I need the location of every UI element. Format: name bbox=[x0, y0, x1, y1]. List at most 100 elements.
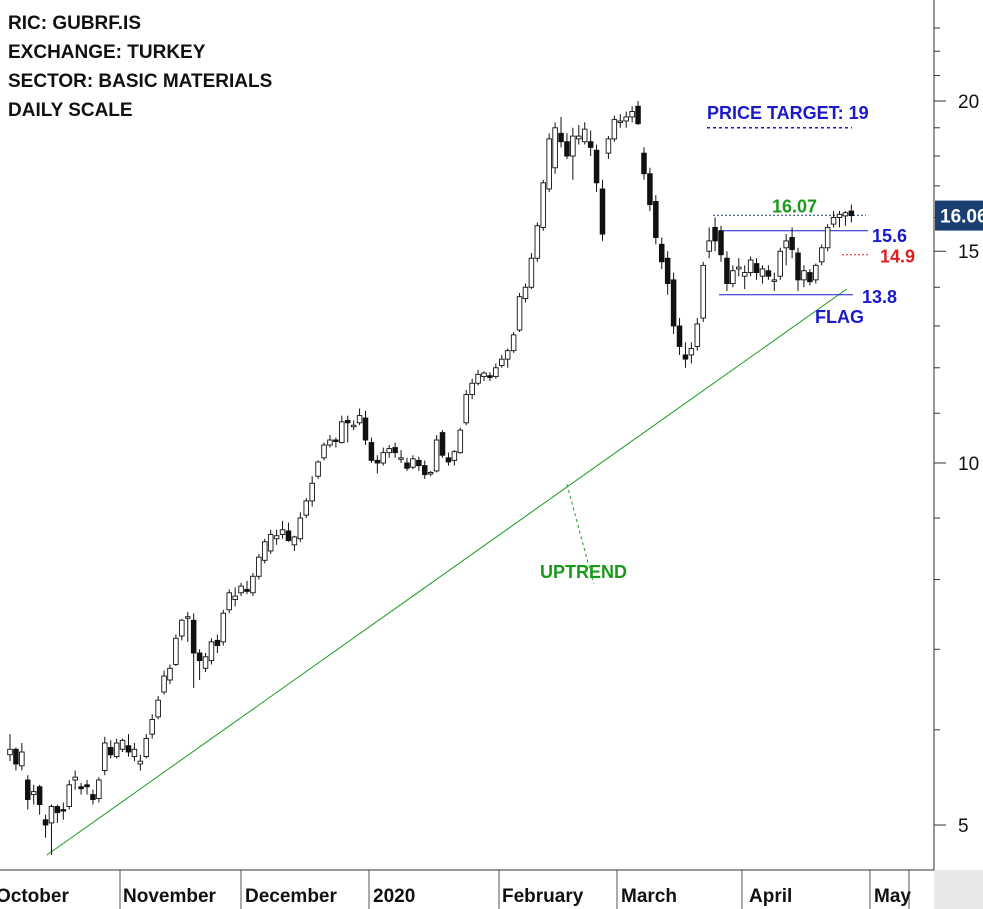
candle-133 bbox=[795, 247, 801, 292]
month-label-0: October bbox=[0, 886, 69, 907]
candle-body-26 bbox=[161, 675, 167, 693]
candle-79 bbox=[475, 369, 481, 386]
candle-95 bbox=[570, 127, 576, 180]
candle-body-94 bbox=[564, 141, 570, 157]
candle-body-24 bbox=[149, 718, 155, 735]
candle-137 bbox=[818, 244, 825, 266]
candle-55 bbox=[333, 437, 339, 448]
candle-body-13 bbox=[84, 784, 90, 788]
candle-93 bbox=[558, 116, 564, 148]
candle-116 bbox=[694, 318, 701, 351]
candle-20 bbox=[125, 734, 132, 757]
candle-body-27 bbox=[167, 667, 173, 681]
month-label-2: December bbox=[245, 886, 337, 907]
candle-66 bbox=[398, 450, 404, 463]
uptrend-label: UPTREND bbox=[540, 562, 627, 582]
candle-body-52 bbox=[315, 461, 321, 477]
candle-body-2 bbox=[19, 751, 25, 767]
candle-body-141 bbox=[842, 212, 849, 217]
candle-body-135 bbox=[807, 272, 813, 283]
candle-64 bbox=[386, 445, 392, 458]
candle-body-137 bbox=[818, 247, 825, 263]
candle-body-6 bbox=[42, 819, 49, 826]
candle-82 bbox=[493, 363, 499, 379]
candle-body-76 bbox=[457, 429, 464, 454]
candle-9 bbox=[60, 802, 67, 820]
candle-body-111 bbox=[664, 257, 671, 285]
candle-39 bbox=[238, 582, 244, 597]
candle-body-74 bbox=[445, 457, 452, 463]
candle-13 bbox=[84, 779, 90, 795]
candle-70 bbox=[422, 460, 428, 479]
candle-body-31 bbox=[190, 619, 197, 654]
candle-body-51 bbox=[309, 482, 315, 502]
candle-27 bbox=[167, 664, 173, 684]
candle-62 bbox=[374, 455, 381, 474]
candle-119 bbox=[712, 217, 718, 252]
candle-body-56 bbox=[339, 421, 345, 443]
price-axis: 5 10 15 20 bbox=[934, 27, 979, 837]
candle-34 bbox=[208, 638, 215, 665]
candle-body-47 bbox=[285, 530, 292, 542]
candle-body-79 bbox=[475, 373, 481, 384]
candle-19 bbox=[119, 738, 126, 753]
candle-body-5 bbox=[36, 786, 43, 805]
candle-body-82 bbox=[493, 367, 499, 378]
candle-117 bbox=[700, 261, 706, 322]
candle-61 bbox=[368, 437, 375, 463]
candle-68 bbox=[410, 455, 416, 470]
month-label-4: February bbox=[502, 886, 584, 907]
candle-22 bbox=[137, 754, 144, 771]
candle-104 bbox=[623, 111, 629, 128]
candle-body-132 bbox=[789, 237, 795, 250]
candle-body-134 bbox=[801, 270, 807, 281]
candle-body-69 bbox=[416, 459, 422, 467]
candle-142 bbox=[848, 204, 855, 223]
resistance-level-label: 15.6 bbox=[872, 226, 907, 246]
candle-body-12 bbox=[78, 786, 84, 790]
candle-body-112 bbox=[670, 279, 677, 327]
tick-label-15: 15 bbox=[958, 242, 979, 263]
candle-76 bbox=[457, 427, 464, 454]
candle-115 bbox=[688, 342, 695, 364]
candle-body-62 bbox=[374, 459, 381, 464]
candle-72 bbox=[433, 435, 440, 473]
candle-body-108 bbox=[647, 173, 653, 206]
candle-35 bbox=[214, 634, 221, 654]
candle-60 bbox=[362, 410, 369, 446]
candle-44 bbox=[267, 529, 274, 555]
candle-138 bbox=[824, 224, 831, 252]
candle-body-59 bbox=[356, 415, 363, 424]
tick-label-5: 5 bbox=[958, 816, 969, 837]
candle-29 bbox=[179, 618, 185, 641]
candle-131 bbox=[783, 234, 789, 266]
candle-body-107 bbox=[641, 152, 647, 175]
candle-74 bbox=[445, 452, 452, 466]
candle-body-100 bbox=[599, 188, 606, 235]
candle-body-126 bbox=[753, 263, 760, 274]
candle-134 bbox=[801, 265, 807, 288]
candle-body-67 bbox=[404, 462, 410, 469]
candle-108 bbox=[647, 167, 653, 212]
candle-body-85 bbox=[510, 334, 517, 352]
candle-body-30 bbox=[184, 616, 191, 619]
candle-body-140 bbox=[836, 213, 843, 218]
candle-46 bbox=[279, 520, 286, 539]
candle-136 bbox=[813, 263, 819, 284]
candle-body-10 bbox=[66, 784, 72, 807]
candle-body-17 bbox=[107, 747, 114, 756]
candle-body-128 bbox=[765, 270, 772, 277]
candle-140 bbox=[836, 211, 843, 228]
ric-label: RIC: GUBRF.IS bbox=[8, 13, 141, 34]
candle-body-23 bbox=[143, 738, 150, 758]
candle-1 bbox=[13, 747, 19, 771]
last-price-label: 16.06 bbox=[940, 207, 983, 228]
candle-body-133 bbox=[795, 252, 801, 281]
candle-body-90 bbox=[540, 182, 547, 228]
tick-label-10: 10 bbox=[958, 454, 979, 475]
candle-112 bbox=[670, 272, 677, 335]
month-label-7: May bbox=[874, 886, 911, 907]
candle-body-16 bbox=[102, 742, 108, 771]
